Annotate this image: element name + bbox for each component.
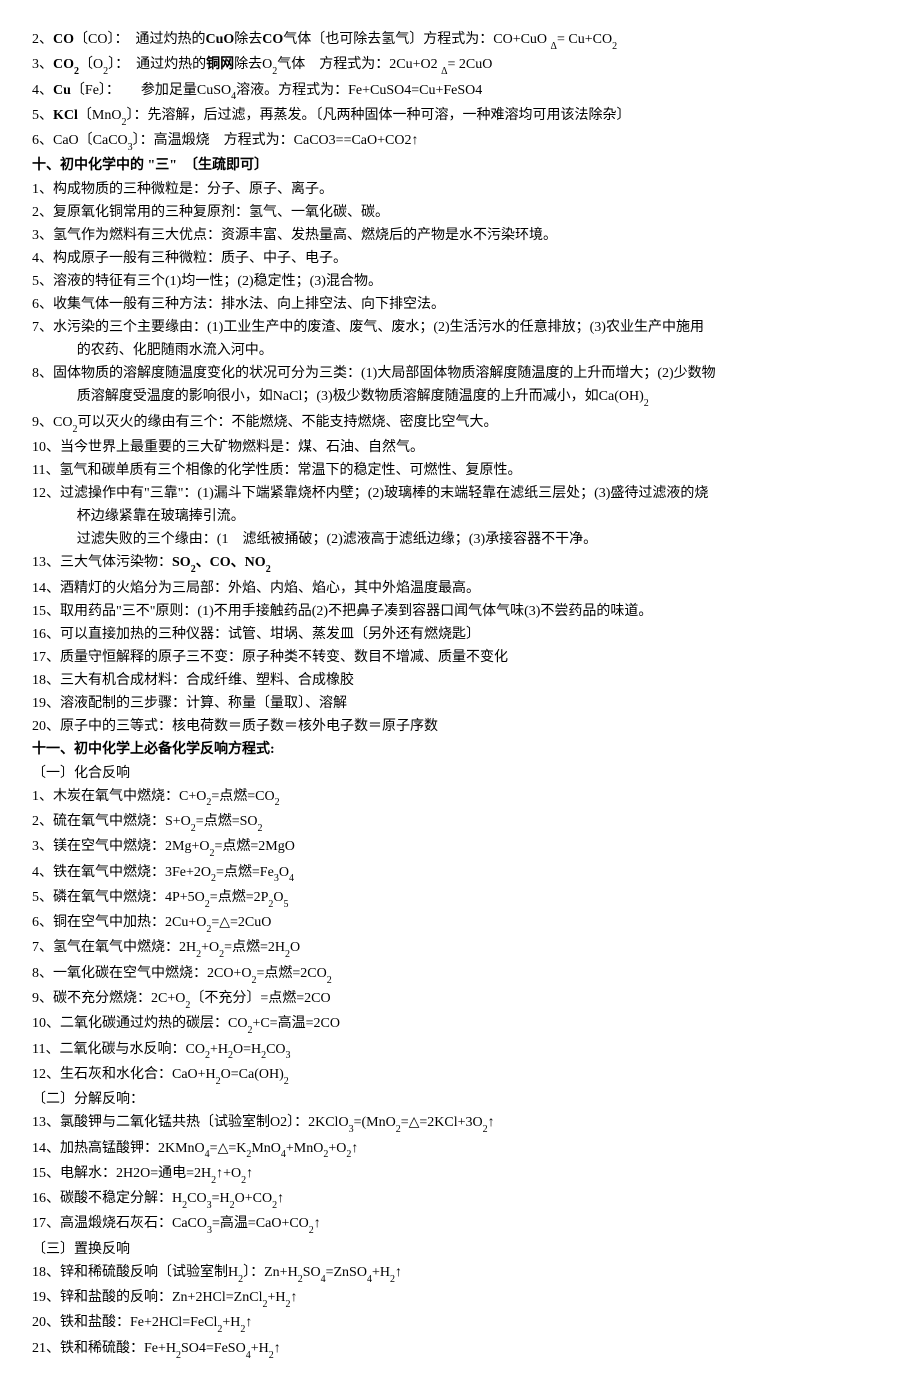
text-line: 4、铁在氧气中燃烧：3Fe+2O2=点燃=Fe3O4 [32,861,888,886]
text-line: 19、溶液配制的三步骤：计算、称量〔量取〕、溶解 [32,692,888,715]
text-line: 19、锌和盐酸的反响：Zn+2HCl=ZnCl2+H2↑ [32,1286,888,1311]
text-line: 5、KCl〔MnO2〕：先溶解，后过滤，再蒸发。〔凡两种固体一种可溶，一种难溶均… [32,104,888,129]
text-line: 1、构成物质的三种微粒是：分子、原子、离子。 [32,178,888,201]
text-line: 7、氢气在氧气中燃烧：2H2+O2=点燃=2H2O [32,936,888,961]
text-line: 14、加热高锰酸钾：2KMnO4=△=K2MnO4+MnO2+O2↑ [32,1137,888,1162]
text-line: 8、一氧化碳在空气中燃烧：2CO+O2=点燃=2CO2 [32,962,888,987]
text-line: 21、铁和稀硫酸：Fe+H2SO4=FeSO4+H2↑ [32,1337,888,1362]
text-line: 18、锌和稀硫酸反响〔试验室制H2〕：Zn+H2SO4=ZnSO4+H2↑ [32,1261,888,1286]
text-line: 5、磷在氧气中燃烧：4P+5O2=点燃=2P2O5 [32,886,888,911]
text-line: 11、二氧化碳与水反响：CO2+H2O=H2CO3 [32,1038,888,1063]
text-line: 〔二〕分解反响： [32,1088,888,1111]
text-line: 5、溶液的特征有三个(1)均一性；(2)稳定性；(3)混合物。 [32,270,888,293]
text-line: 的农药、化肥随雨水流入河中。 [32,339,888,362]
document-body: 2、CO〔CO〕： 通过灼热的CuO除去CO气体〔也可除去氢气〕方程式为：CO+… [32,28,888,1362]
text-line: 6、CaO〔CaCO3〕：高温煅烧 方程式为：CaCO3==CaO+CO2↑ [32,129,888,154]
text-line: 杯边缘紧靠在玻璃捧引流。 [32,505,888,528]
text-line: 12、生石灰和水化合：CaO+H2O=Ca(OH)2 [32,1063,888,1088]
text-line: 16、碳酸不稳定分解：H2CO3=H2O+CO2↑ [32,1187,888,1212]
text-line: 〔一〕化合反响 [32,762,888,785]
text-line: 10、当今世界上最重要的三大矿物燃料是：煤、石油、自然气。 [32,436,888,459]
text-line: 6、收集气体一般有三种方法：排水法、向上排空法、向下排空法。 [32,293,888,316]
text-line: 十一、初中化学上必备化学反响方程式: [32,738,888,761]
text-line: 7、水污染的三个主要缘由：(1)工业生产中的废渣、废气、废水；(2)生活污水的任… [32,316,888,339]
text-line: 1、木炭在氧气中燃烧：C+O2=点燃=CO2 [32,785,888,810]
text-line: 13、氯酸钾与二氧化锰共热〔试验室制O2〕：2KClO3=(MnO2=△=2KC… [32,1111,888,1136]
text-line: 15、取用药品"三不"原则：(1)不用手接触药品(2)不把鼻子凑到容器口闻气体气… [32,600,888,623]
text-line: 3、镁在空气中燃烧：2Mg+O2=点燃=2MgO [32,835,888,860]
text-line: 质溶解度受温度的影响很小，如NaCl；(3)极少数物质溶解度随温度的上升而减小，… [32,385,888,410]
text-line: 14、酒精灯的火焰分为三局部：外焰、内焰、焰心，其中外焰温度最高。 [32,577,888,600]
text-line: 3、氢气作为燃料有三大优点：资源丰富、发热量高、燃烧后的产物是水不污染环境。 [32,224,888,247]
text-line: 〔三〕置换反响 [32,1238,888,1261]
text-line: 17、高温煅烧石灰石：CaCO3=高温=CaO+CO2↑ [32,1212,888,1237]
text-line: 15、电解水：2H2O=通电=2H2↑+O2↑ [32,1162,888,1187]
text-line: 2、硫在氧气中燃烧：S+O2=点燃=SO2 [32,810,888,835]
text-line: 20、铁和盐酸：Fe+2HCl=FeCl2+H2↑ [32,1311,888,1336]
text-line: 4、构成原子一般有三种微粒：质子、中子、电子。 [32,247,888,270]
text-line: 6、铜在空气中加热：2Cu+O2=△=2CuO [32,911,888,936]
text-line: 17、质量守恒解释的原子三不变：原子种类不转变、数目不增减、质量不变化 [32,646,888,669]
text-line: 20、原子中的三等式：核电荷数＝质子数＝核外电子数＝原子序数 [32,715,888,738]
text-line: 18、三大有机合成材料：合成纤维、塑料、合成橡胶 [32,669,888,692]
text-line: 过滤失败的三个缘由：(1 滤纸被捅破；(2)滤液高于滤纸边缘；(3)承接容器不干… [32,528,888,551]
text-line: 8、固体物质的溶解度随温度变化的状况可分为三类：(1)大局部固体物质溶解度随温度… [32,362,888,385]
text-line: 2、复原氧化铜常用的三种复原剂：氢气、一氧化碳、碳。 [32,201,888,224]
text-line: 2、CO〔CO〕： 通过灼热的CuO除去CO气体〔也可除去氢气〕方程式为：CO+… [32,28,888,53]
text-line: 十、初中化学中的 "三" 〔生疏即可〕 [32,154,888,177]
text-line: 11、氢气和碳单质有三个相像的化学性质：常温下的稳定性、可燃性、复原性。 [32,459,888,482]
text-line: 4、Cu〔Fe〕： 参加足量CuSO4溶液。方程式为：Fe+CuSO4=Cu+F… [32,79,888,104]
text-line: 12、过滤操作中有"三靠"：(1)漏斗下端紧靠烧杯内壁；(2)玻璃棒的末端轻靠在… [32,482,888,505]
text-line: 9、CO2可以灭火的缘由有三个：不能燃烧、不能支持燃烧、密度比空气大。 [32,411,888,436]
text-line: 16、可以直接加热的三种仪器：试管、坩埚、蒸发皿〔另外还有燃烧匙〕 [32,623,888,646]
text-line: 9、碳不充分燃烧：2C+O2〔不充分〕=点燃=2CO [32,987,888,1012]
text-line: 3、CO2〔O2〕： 通过灼热的铜网除去O2气体 方程式为：2Cu+O2 Δ= … [32,53,888,78]
text-line: 13、三大气体污染物：SO2、CO、NO2 [32,551,888,576]
text-line: 10、二氧化碳通过灼热的碳层：CO2+C=高温=2CO [32,1012,888,1037]
